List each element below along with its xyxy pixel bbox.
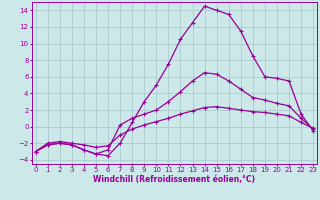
- X-axis label: Windchill (Refroidissement éolien,°C): Windchill (Refroidissement éolien,°C): [93, 175, 255, 184]
